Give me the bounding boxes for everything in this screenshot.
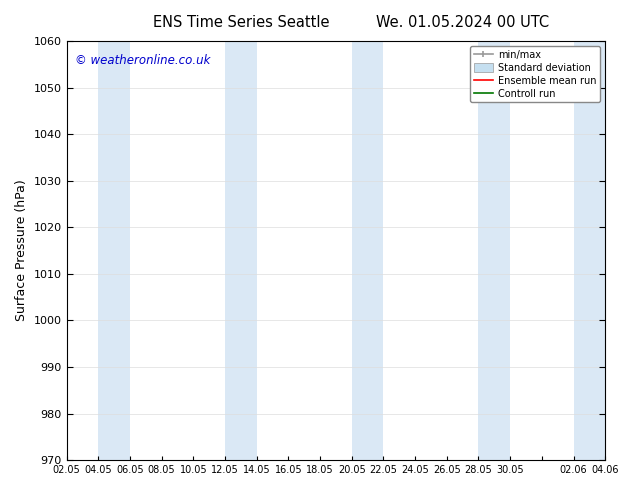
Bar <box>225 41 257 460</box>
Bar <box>574 41 605 460</box>
Y-axis label: Surface Pressure (hPa): Surface Pressure (hPa) <box>15 180 28 321</box>
Bar <box>352 41 384 460</box>
Bar <box>98 41 130 460</box>
Bar <box>479 41 510 460</box>
Text: © weatheronline.co.uk: © weatheronline.co.uk <box>75 53 210 67</box>
Text: ENS Time Series Seattle: ENS Time Series Seattle <box>153 15 329 30</box>
Text: We. 01.05.2024 00 UTC: We. 01.05.2024 00 UTC <box>376 15 550 30</box>
Legend: min/max, Standard deviation, Ensemble mean run, Controll run: min/max, Standard deviation, Ensemble me… <box>470 46 600 102</box>
